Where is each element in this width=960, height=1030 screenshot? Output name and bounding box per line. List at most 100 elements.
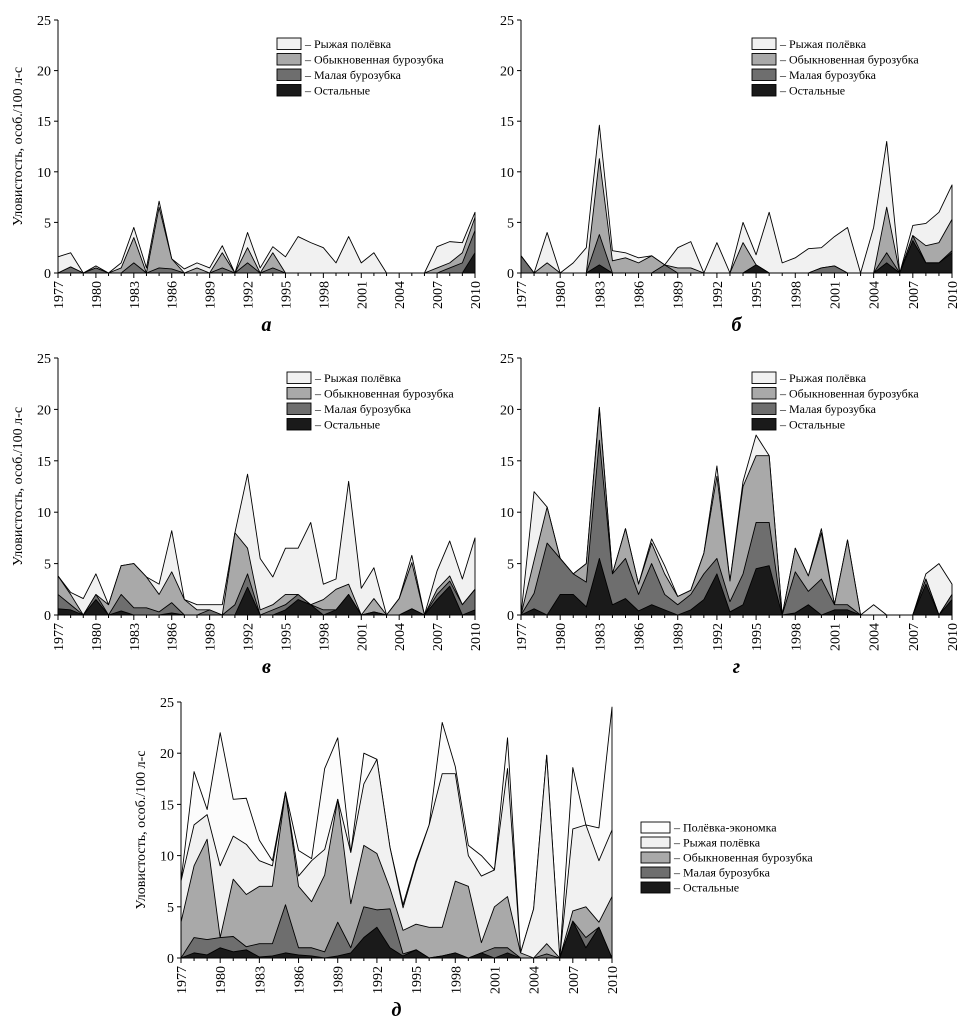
chart-а-x-tick-label: 1986 xyxy=(166,281,181,309)
chart-б-x-tick-label: 1998 xyxy=(789,281,804,309)
chart-б-x-tick-label: 2007 xyxy=(907,281,922,309)
chart-б-legend-swatch xyxy=(751,68,777,81)
chart-д-legend-swatch xyxy=(640,866,671,879)
chart-д-x-tick-label: 1989 xyxy=(332,966,347,994)
chart-в-legend-swatch xyxy=(286,402,312,415)
chart-б-y-tick-label: 15 xyxy=(500,115,514,130)
chart-в-legend-label: – Обыкновенная бурозубка xyxy=(314,387,454,401)
chart-г-x-tick-label: 1992 xyxy=(711,623,726,651)
chart-г: 0 5 10 15 20 25 1977 1980 1983 1986 1989 1992 1995 19… xyxy=(500,352,960,678)
chart-в-y-tick-label: 0 xyxy=(44,609,51,624)
chart-д-x-tick-label: 1995 xyxy=(410,966,425,994)
chart-в-x-tick-label: 2001 xyxy=(355,623,370,651)
chart-б-panel-letter: б xyxy=(732,314,743,336)
chart-а-x-tick-label: 1992 xyxy=(242,281,257,309)
chart-а-legend-swatch xyxy=(276,84,302,97)
chart-б-x-tick-label: 1986 xyxy=(633,281,648,309)
chart-д-y-tick-label: 20 xyxy=(160,747,174,762)
chart-г-legend-label: – Обыкновенная бурозубка xyxy=(779,387,919,401)
chart-б-legend-label: – Остальные xyxy=(779,84,845,98)
chart-а-panel-letter: а xyxy=(262,314,272,336)
chart-б-legend-label: – Обыкновенная бурозубка xyxy=(779,53,919,67)
chart-а-y-tick-label: 25 xyxy=(37,14,51,29)
chart-б-y-tick-label: 25 xyxy=(500,14,514,29)
chart-г-x-tick-label: 1980 xyxy=(554,623,569,651)
chart-б-x-tick-label: 1983 xyxy=(593,281,608,309)
chart-д-legend-swatch xyxy=(640,881,671,894)
chart-а-legend-label: – Остальные xyxy=(304,84,370,98)
chart-а-x-tick-label: 2001 xyxy=(355,281,370,309)
chart-г-x-tick-label: 2001 xyxy=(828,623,843,651)
chart-а-y-tick-label: 10 xyxy=(37,166,51,181)
chart-а-x-tick-label: 2007 xyxy=(431,281,446,309)
chart-в: 0 5 10 15 20 25 1977 1980 1983 1986 1989 1992 1995 19… xyxy=(11,352,484,678)
chart-д-legend-label: – Рыжая полёвка xyxy=(673,836,761,850)
chart-в-y-tick-label: 10 xyxy=(37,506,51,521)
chart-г-x-tick-label: 2010 xyxy=(946,623,960,651)
chart-д-series-2 xyxy=(180,904,613,959)
chart-в-x-tick-label: 1983 xyxy=(128,623,143,651)
chart-в-x-tick-label: 2010 xyxy=(469,623,484,651)
chart-д-x-tick-label: 1998 xyxy=(449,966,464,994)
chart-в-ylabel: Уловистость, особ./100 л-с xyxy=(11,407,26,566)
chart-д-x-tick-label: 2004 xyxy=(528,966,543,994)
chart-а-y-tick-label: 0 xyxy=(44,267,51,282)
chart-б-x-tick-label: 1995 xyxy=(750,281,765,309)
chart-в-panel-letter: в xyxy=(262,656,271,678)
chart-в-x-tick-label: 1989 xyxy=(204,623,219,651)
chart-д-x-tick-label: 1986 xyxy=(293,966,308,994)
chart-г-legend-swatch xyxy=(751,387,777,400)
chart-г-y-tick-label: 15 xyxy=(500,455,514,470)
chart-д-x-tick-label: 1980 xyxy=(214,966,229,994)
chart-д-y-tick-label: 0 xyxy=(167,952,174,967)
chart-д-y-tick-label: 5 xyxy=(167,901,174,916)
chart-г-y-tick-label: 20 xyxy=(500,403,514,418)
chart-а-legend-label: – Рыжая полёвка xyxy=(304,37,392,51)
chart-г-legend-swatch xyxy=(751,402,777,415)
chart-в-legend-label: – Малая бурозубка xyxy=(314,402,412,416)
chart-б-legend-swatch xyxy=(751,84,777,97)
chart-г-x-tick-label: 1983 xyxy=(593,623,608,651)
chart-а-x-tick-label: 1998 xyxy=(317,281,332,309)
chart-в-y-tick-label: 15 xyxy=(37,455,51,470)
chart-в-legend: – Рыжая полёвка– Обыкновенная бурозубка–… xyxy=(286,371,454,432)
chart-д-x-tick-label: 1992 xyxy=(371,966,386,994)
chart-б-series-1 xyxy=(520,240,953,274)
chart-г-panel-letter: г xyxy=(733,656,740,678)
chart-д-x-tick-label: 2001 xyxy=(488,966,503,994)
chart-б-x-tick-label: 1980 xyxy=(554,281,569,309)
chart-а-x-tick-label: 1983 xyxy=(128,281,143,309)
chart-а-legend-label: – Обыкновенная бурозубка xyxy=(304,53,444,67)
chart-а-x-tick-label: 2010 xyxy=(469,281,484,309)
chart-а-x-tick-label: 1980 xyxy=(90,281,105,309)
chart-г-legend-label: – Рыжая полёвка xyxy=(779,371,867,385)
chart-б-legend-swatch xyxy=(751,37,777,50)
chart-а-legend-swatch xyxy=(276,53,302,66)
chart-б-x-tick-label: 1977 xyxy=(515,281,530,309)
chart-а-x-tick-label: 1995 xyxy=(279,281,294,309)
chart-а-series-3 xyxy=(57,206,476,274)
chart-г-x-tick-label: 1977 xyxy=(515,623,530,651)
chart-б-y-tick-label: 0 xyxy=(507,267,514,282)
chart-г-legend-swatch xyxy=(751,418,777,431)
chart-д-panel-letter: д xyxy=(392,999,402,1021)
chart-г-y-tick-label: 25 xyxy=(500,352,514,367)
chart-а-y-tick-label: 5 xyxy=(44,216,51,231)
chart-д-y-tick-label: 15 xyxy=(160,798,174,813)
chart-г-x-tick-label: 2004 xyxy=(868,623,883,651)
chart-в-legend-swatch xyxy=(286,371,312,384)
chart-д-x-tick-label: 1983 xyxy=(253,966,268,994)
chart-д-legend-swatch xyxy=(640,851,671,864)
chart-б-legend-swatch xyxy=(751,53,777,66)
chart-в-x-tick-label: 2007 xyxy=(431,623,446,651)
chart-а-legend: – Рыжая полёвка – Обыкновенная бурозубка –… xyxy=(276,37,444,98)
chart-д-legend-label: – Полёвка-экономка xyxy=(673,821,777,835)
chart-а-x-tick-label: 2004 xyxy=(393,281,408,309)
chart-а-y-tick-label: 20 xyxy=(37,65,51,80)
chart-г-x-tick-label: 1998 xyxy=(789,623,804,651)
chart-в-x-tick-label: 1998 xyxy=(317,623,332,651)
chart-в-x-tick-label: 1992 xyxy=(242,623,257,651)
chart-в-x-tick-label: 1980 xyxy=(90,623,105,651)
chart-а-x-tick-label: 1977 xyxy=(52,281,67,309)
chart-д-legend-label: – Малая бурозубка xyxy=(673,866,771,880)
